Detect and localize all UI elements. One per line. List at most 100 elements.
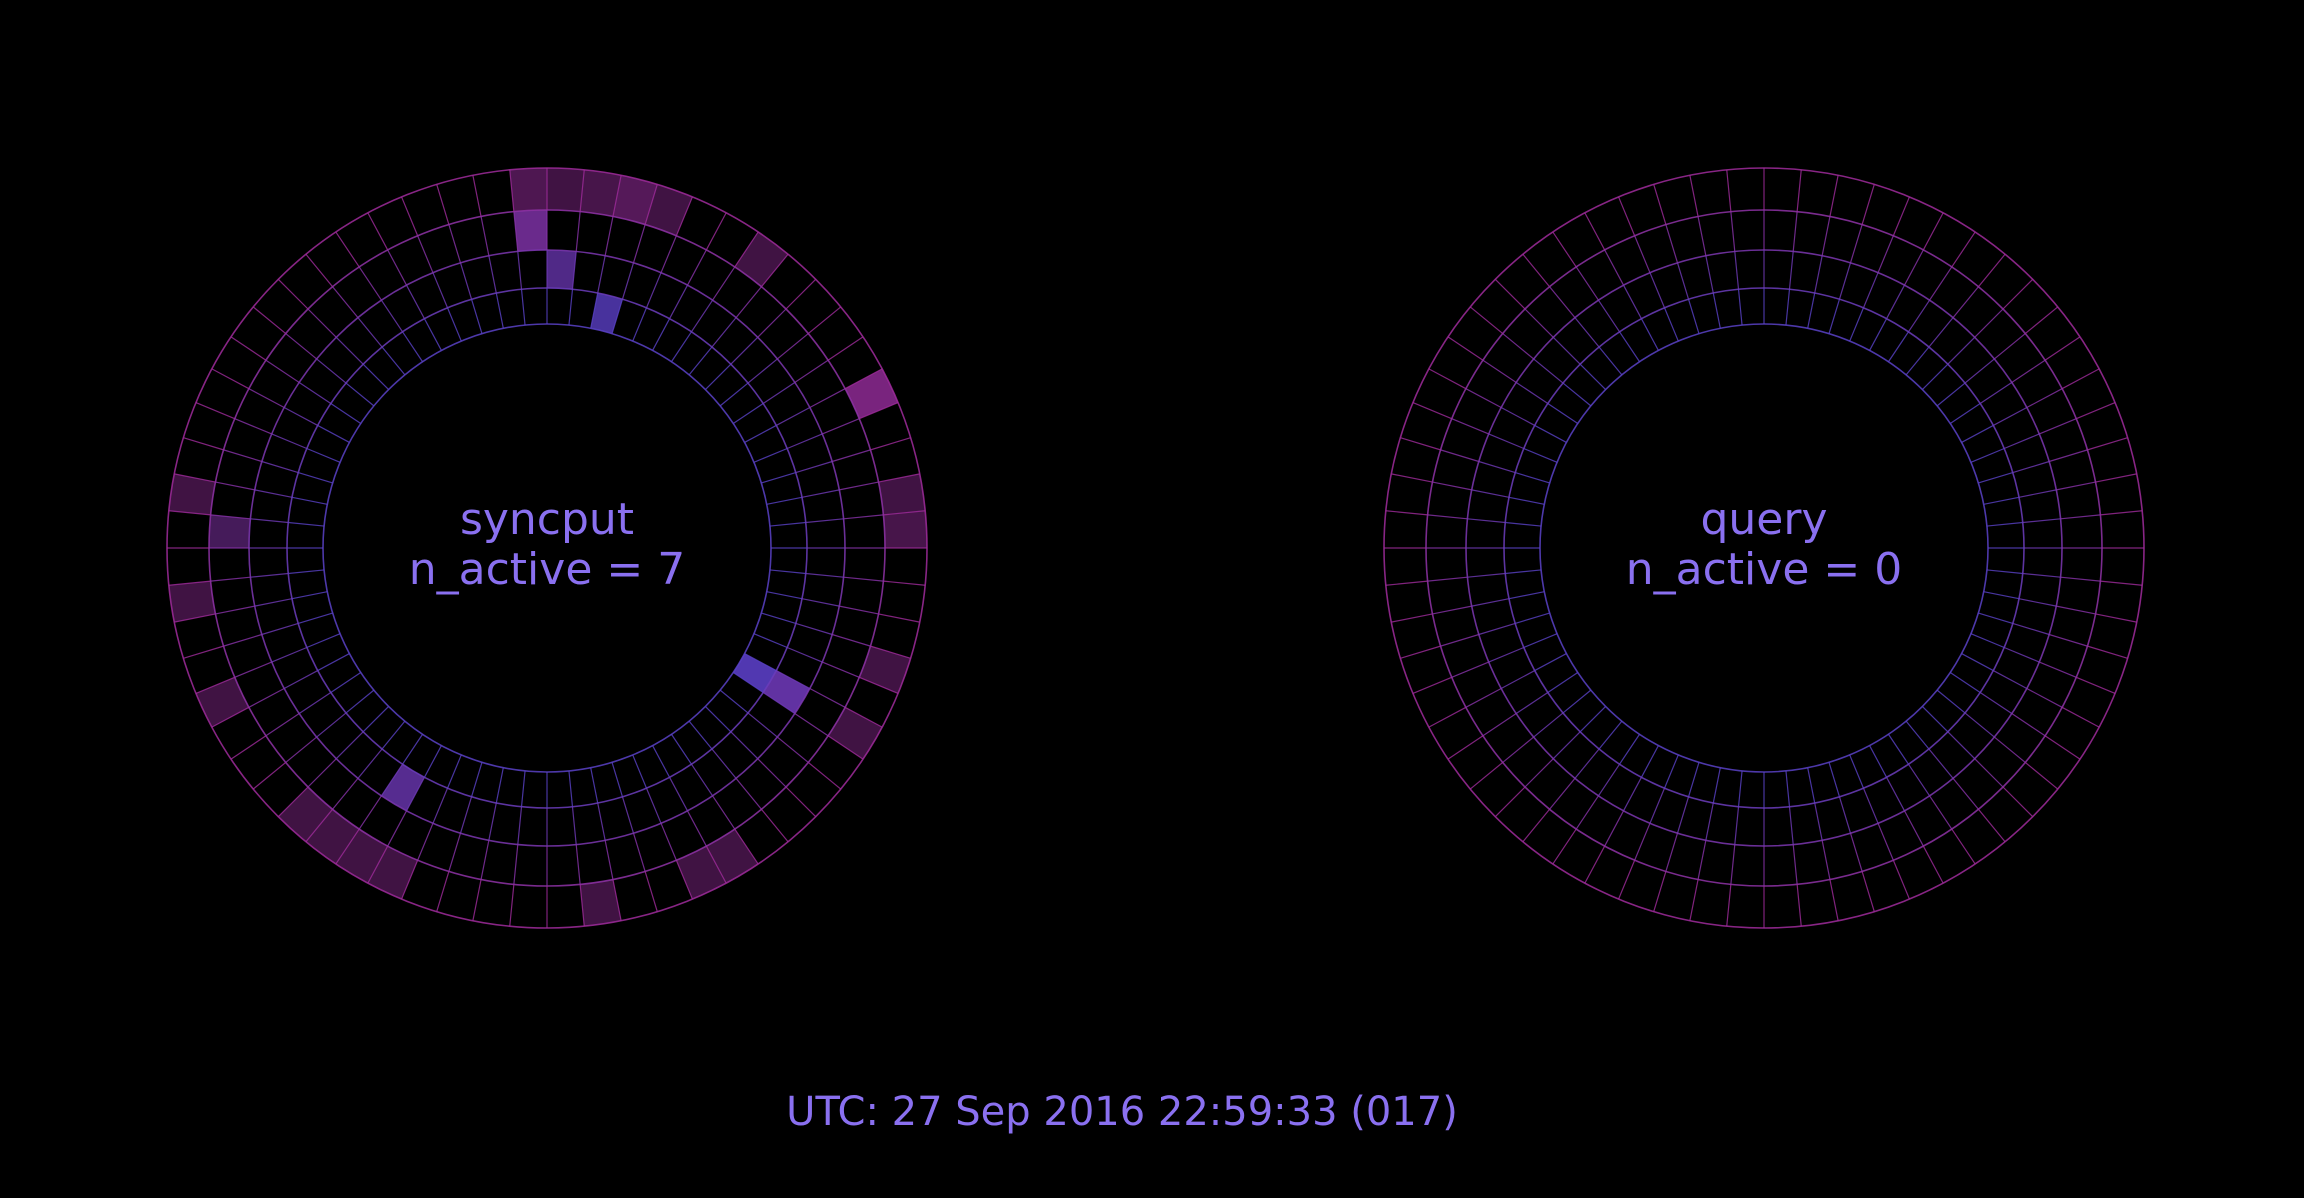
query-sector-line xyxy=(1814,255,1823,294)
query-sector-line xyxy=(1515,612,1550,625)
query-sector-line xyxy=(1427,576,1468,582)
query-sector-line xyxy=(1508,496,1545,505)
syncput-sector-line xyxy=(719,689,749,714)
syncput-sector-line xyxy=(795,622,833,636)
syncput-sector-line xyxy=(332,286,359,319)
query-sector-line xyxy=(1983,591,2020,600)
syncput-sector-line xyxy=(517,251,523,290)
syncput-sector-line xyxy=(291,496,328,505)
query-sector-line xyxy=(2087,437,2128,451)
query-sector-line xyxy=(2056,605,2096,615)
query-sector-line xyxy=(1697,216,1707,256)
query-sector-line xyxy=(1838,796,1852,834)
query-sector-line xyxy=(1929,795,1953,830)
query-sector-line xyxy=(1579,705,1607,733)
syncput-sector-line xyxy=(448,224,462,264)
syncput-sector-line xyxy=(822,418,860,435)
syncput-sector-line xyxy=(381,720,406,750)
query-sector-line xyxy=(1552,828,1577,865)
query-sector-line xyxy=(1861,871,1875,912)
syncput-sector-line xyxy=(250,518,289,524)
syncput-sector-line xyxy=(669,284,689,319)
query-sector-line xyxy=(1562,382,1592,407)
syncput-active-cell xyxy=(195,677,249,728)
query-sector-line xyxy=(1961,653,1994,672)
query-sector-line xyxy=(1653,184,1667,225)
query-sector-line xyxy=(1488,646,1525,663)
syncput-sector-line xyxy=(579,169,585,212)
syncput-sector-line xyxy=(730,336,759,365)
query-sector-line xyxy=(1907,299,1931,333)
syncput-sector-line xyxy=(762,691,796,715)
syncput-sector-line xyxy=(230,336,267,361)
syncput-active-cell xyxy=(305,809,360,864)
syncput-sector-line xyxy=(174,473,216,483)
query-sector-line xyxy=(1488,433,1525,450)
syncput-sector-line xyxy=(316,712,347,738)
syncput-sector-line xyxy=(423,318,442,351)
query-sector-line xyxy=(2061,706,2100,728)
syncput-sector-line xyxy=(611,299,624,334)
query-sector-line xyxy=(2060,514,2101,520)
query-sector-line xyxy=(1640,745,1659,778)
syncput-sector-line xyxy=(335,731,364,760)
syncput-active-cells xyxy=(168,168,927,927)
syncput-sector-line xyxy=(809,388,846,409)
syncput-sector-line xyxy=(417,235,434,273)
syncput-sector-line xyxy=(575,844,581,885)
query-sector-line xyxy=(1922,845,1944,884)
query-sector-line xyxy=(1977,253,2006,288)
syncput-sector-line xyxy=(230,735,267,760)
syncput-sector-line xyxy=(381,346,406,376)
syncput-sector-line xyxy=(732,403,764,425)
syncput-ring-panel: syncput n_active = 7 xyxy=(166,167,928,929)
query-sector-line xyxy=(1440,633,1480,647)
syncput-sector-line xyxy=(807,306,842,335)
query-sector-line xyxy=(1947,336,1976,365)
syncput-sector-line xyxy=(766,496,803,505)
syncput-sector-line xyxy=(509,169,515,212)
syncput-sector-line xyxy=(335,336,364,365)
syncput-sector-line xyxy=(644,184,658,225)
query-sector-line xyxy=(1653,871,1667,912)
syncput-sector-line xyxy=(785,278,817,310)
query-sector-line xyxy=(1828,299,1841,334)
syncput-sector-line xyxy=(571,806,577,845)
query-sector-line xyxy=(1634,823,1651,861)
syncput-sector-line xyxy=(436,184,450,225)
query-sector-line xyxy=(1465,388,1502,409)
syncput-sector-line xyxy=(711,748,737,779)
query-sector-line xyxy=(1979,691,2013,715)
query-sector-line xyxy=(1494,278,1526,310)
syncput-sector-line xyxy=(831,633,871,647)
query-sector-line xyxy=(2018,598,2057,607)
query-sector-line xyxy=(1849,754,1865,789)
syncput-sector-line xyxy=(747,712,778,738)
query-sector-line xyxy=(2048,449,2088,463)
query-sector-line xyxy=(1974,308,2004,338)
syncput-sector-line xyxy=(298,471,333,484)
syncput-sector-line xyxy=(332,777,359,810)
query-sector-line xyxy=(1788,806,1794,845)
syncput-sector-line xyxy=(611,762,624,797)
syncput-sector-line xyxy=(883,510,926,516)
syncput-sector-line xyxy=(317,653,350,672)
query-sector-line xyxy=(1993,736,2026,763)
query-sector-line xyxy=(1977,808,2006,843)
syncput-sector-line xyxy=(805,518,844,524)
syncput-active-cell xyxy=(509,168,547,212)
query-sector-line xyxy=(1400,645,1441,659)
syncput-sector-line xyxy=(335,231,360,268)
syncput-sector-line xyxy=(252,761,287,790)
query-sector-line xyxy=(1534,653,1567,672)
query-sector-line xyxy=(1515,381,1549,405)
query-sector-line xyxy=(1467,518,1506,524)
syncput-active-cell xyxy=(547,250,577,290)
syncput-sector-line xyxy=(632,307,648,342)
query-sector-line xyxy=(2095,613,2137,623)
syncput-sector-line xyxy=(786,646,823,663)
query-sector-line xyxy=(2100,510,2143,516)
query-sector-line xyxy=(1575,795,1599,830)
query-sector-line xyxy=(1687,299,1700,334)
query-sector-line xyxy=(1584,845,1606,884)
